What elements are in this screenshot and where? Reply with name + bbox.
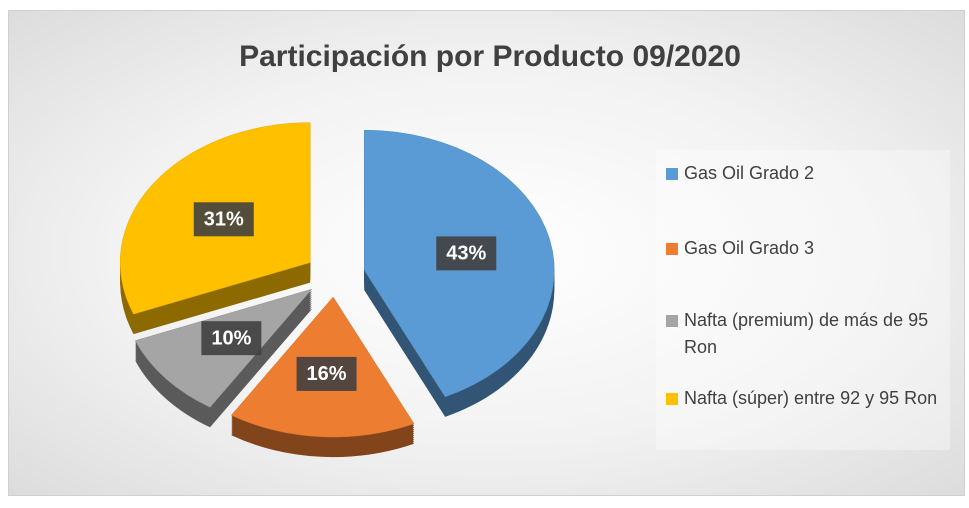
- legend-label: Gas Oil Grado 2: [684, 163, 815, 183]
- chart-title: Participación por Producto 09/2020: [239, 40, 741, 73]
- legend-item: Gas Oil Grado 3: [666, 235, 946, 262]
- data-label: 16%: [307, 363, 347, 385]
- legend-swatch: [666, 243, 678, 255]
- legend-label: Nafta (súper) entre 92 y 95 Ron: [684, 388, 938, 408]
- legend-swatch: [666, 393, 678, 405]
- data-label-box: [201, 321, 262, 356]
- data-label-box: [436, 236, 497, 271]
- data-label-box: [193, 202, 254, 237]
- legend: Gas Oil Grado 2 Gas Oil Grado 3 Nafta (pre…: [656, 150, 950, 450]
- legend-label: Nafta (premium) de más de 95 Ron: [684, 310, 929, 357]
- legend-item: Nafta (premium) de más de 95 Ron: [666, 307, 946, 361]
- legend-item: Gas Oil Grado 2: [666, 160, 946, 187]
- data-labels: 43% 16% 10% 31%: [193, 202, 497, 391]
- data-label: 10%: [211, 327, 251, 349]
- data-label-box: [296, 356, 357, 391]
- legend-item: Nafta (súper) entre 92 y 95 Ron: [666, 385, 946, 412]
- legend-label: Gas Oil Grado 3: [684, 238, 815, 258]
- legend-swatch: [666, 315, 678, 327]
- data-label: 43%: [446, 243, 486, 265]
- data-label: 31%: [204, 209, 244, 231]
- legend-swatch: [666, 168, 678, 180]
